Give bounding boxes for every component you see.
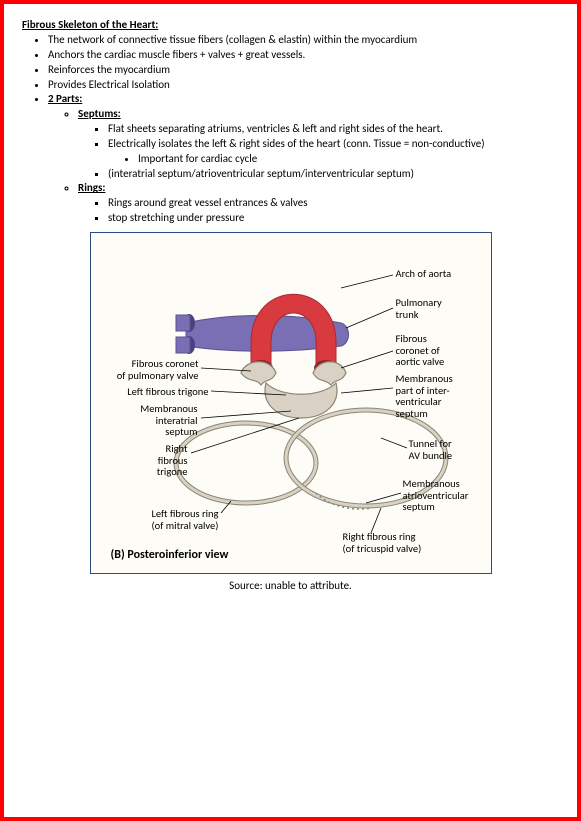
bullet-item: Anchors the cardiac muscle fibers + valv… bbox=[48, 48, 559, 63]
septum-sub-list: Important for cardiac cycle bbox=[108, 152, 559, 167]
label-line: of pulmonary valve bbox=[117, 369, 199, 382]
label-line: AV bundle bbox=[409, 449, 453, 462]
label-tunnel-av: Tunnel for AV bundle bbox=[409, 438, 453, 461]
label-pulmonary-trunk: Pulmonary trunk bbox=[396, 297, 442, 320]
label-membranous-ivs: Membranous part of inter- ventricular se… bbox=[396, 373, 453, 419]
rings-heading: Rings: bbox=[78, 181, 105, 194]
label-line: trunk bbox=[396, 308, 419, 321]
page: Fibrous Skeleton of the Heart: The netwo… bbox=[0, 0, 581, 821]
part-septums: Septums: Flat sheets separating atriums,… bbox=[78, 107, 559, 181]
label-membranous-avs: Membranous atrioventricular septum bbox=[403, 478, 469, 513]
septum-item: Flat sheets separating atriums, ventricl… bbox=[108, 122, 559, 137]
rings-item: Rings around great vessel entrances & va… bbox=[108, 196, 559, 211]
two-parts-label: 2 Parts: bbox=[48, 92, 82, 105]
label-line: aortic valve bbox=[396, 355, 445, 368]
figure-container: Arch of aorta Pulmonary trunk Fibrous co… bbox=[22, 232, 559, 592]
label-membranous-interatrial: Membranous interatrial septum bbox=[140, 403, 197, 438]
main-list: The network of connective tissue fibers … bbox=[22, 33, 559, 226]
bullet-item: Reinforces the myocardium bbox=[48, 63, 559, 78]
parts-list: Septums: Flat sheets separating atriums,… bbox=[48, 107, 559, 226]
septums-heading: Septums: bbox=[78, 107, 121, 120]
bullet-item: 2 Parts: Septums: Flat sheets separating… bbox=[48, 92, 559, 226]
septum-item-text: Electrically isolates the left & right s… bbox=[108, 137, 485, 150]
bullet-item: Provides Electrical Isolation bbox=[48, 78, 559, 93]
label-line: septum bbox=[403, 500, 435, 513]
part-rings: Rings: Rings around great vessel entranc… bbox=[78, 181, 559, 226]
label-left-fibrous-trigone: Left fibrous trigone bbox=[127, 386, 208, 398]
label-right-fibrous-ring: Right fibrous ring (of tricuspid valve) bbox=[343, 531, 422, 554]
label-line: trigone bbox=[157, 465, 188, 478]
rings-list: Rings around great vessel entrances & va… bbox=[78, 196, 559, 226]
label-arch-of-aorta: Arch of aorta bbox=[396, 268, 452, 280]
heart-diagram: Arch of aorta Pulmonary trunk Fibrous co… bbox=[90, 232, 492, 574]
septums-list: Flat sheets separating atriums, ventricl… bbox=[78, 122, 559, 181]
rings-item: stop stretching under pressure bbox=[108, 211, 559, 226]
label-right-fibrous-trigone: Right fibrous trigone bbox=[157, 443, 188, 478]
label-line: (of mitral valve) bbox=[151, 519, 218, 532]
label-left-fibrous-ring: Left fibrous ring (of mitral valve) bbox=[151, 508, 218, 531]
view-label: (B) Posteroinferior view bbox=[111, 548, 229, 562]
label-line: septum bbox=[396, 407, 428, 420]
septum-sub-item: Important for cardiac cycle bbox=[138, 152, 559, 167]
section-title: Fibrous Skeleton of the Heart: bbox=[22, 18, 559, 31]
label-line: (of tricuspid valve) bbox=[343, 542, 422, 555]
figure-source: Source: unable to attribute. bbox=[22, 579, 559, 592]
septum-item: (interatrial septum/atrioventricular sep… bbox=[108, 167, 559, 182]
label-fibrous-coronet-aortic: Fibrous coronet of aortic valve bbox=[396, 333, 445, 368]
label-fibrous-coronet-pulmonary: Fibrous coronet of pulmonary valve bbox=[117, 358, 199, 381]
septum-item: Electrically isolates the left & right s… bbox=[108, 137, 559, 167]
label-line: septum bbox=[165, 425, 197, 438]
bullet-item: The network of connective tissue fibers … bbox=[48, 33, 559, 48]
